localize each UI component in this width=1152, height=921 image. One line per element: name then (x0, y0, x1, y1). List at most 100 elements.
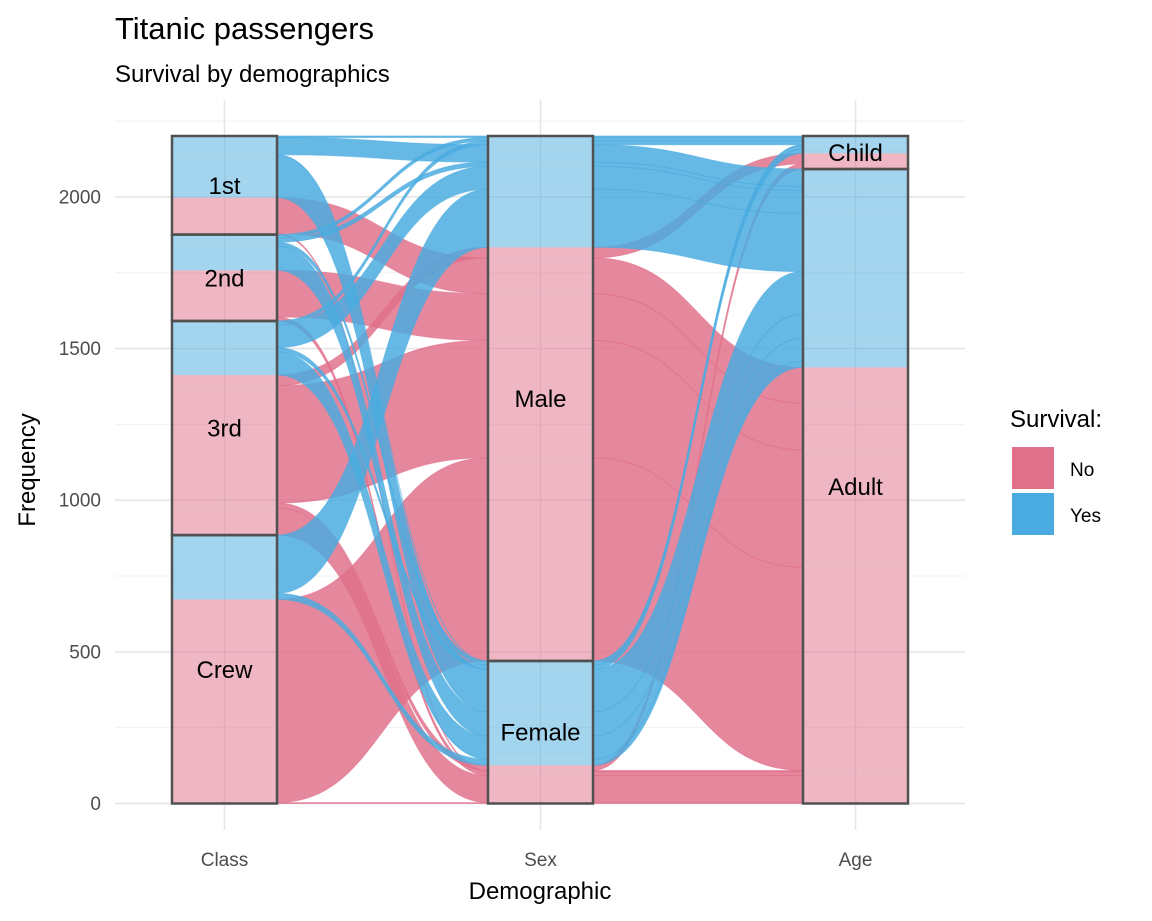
lode-sex-male-yes (488, 189, 593, 248)
lode-age-adult-yes (803, 169, 908, 187)
lode-age-adult-no (803, 770, 908, 772)
lode-age-adult-no (803, 771, 908, 776)
stratum-class-1st (170, 134, 279, 236)
stratum-label-layer: Crew 3rd 2nd 1st Female Male Adult Child (196, 140, 883, 747)
lode-age-adult-yes (803, 338, 908, 362)
lode-class-1st-yes (172, 155, 277, 198)
lode-sex-female-no (488, 770, 593, 772)
lode-age-adult-no (803, 403, 908, 450)
lode-sex-male-no (488, 340, 593, 458)
lode-age-adult-no (803, 775, 908, 803)
lode-class-crew-no (172, 599, 277, 803)
flow-layer (276, 135, 804, 805)
lode-age-child-yes (803, 149, 908, 154)
lode-sex-female-yes (488, 711, 593, 737)
flow-class-1st-to-sex-male-yes (276, 135, 489, 139)
lode-sex-female-no (488, 775, 593, 803)
flow-sex-female-to-age-adult-no (592, 771, 804, 777)
lode-class-2nd-no (172, 270, 277, 318)
lode-age-child-yes (803, 137, 908, 141)
flow-sex-male-to-age-child-yes (592, 137, 804, 142)
chart-subtitle: Survival by demographics (115, 61, 390, 88)
legend: Survival: No Yes (1010, 406, 1102, 535)
x-tick-label-age: Age (839, 850, 873, 871)
lode-class-3rd-yes (172, 351, 277, 375)
lode-class-crew-yes (172, 593, 277, 600)
lode-sex-female-no (488, 765, 593, 771)
lode-age-adult-yes (803, 190, 908, 214)
lode-sex-male-no (488, 247, 593, 258)
legend-key-yes (1012, 493, 1054, 535)
stratum-label-sex-female: Female (500, 720, 580, 747)
lode-class-3rd-no (172, 385, 277, 503)
x-tick-label-class: Class (201, 850, 249, 871)
lode-sex-male-yes (488, 144, 593, 163)
stratum-label-sex-male: Male (514, 386, 566, 413)
flow-class-crew-to-sex-female-no (276, 802, 489, 805)
lode-class-3rd-yes (172, 320, 277, 325)
lode-age-adult-yes (803, 314, 908, 339)
axis-layer: 0 500 1000 1500 2000 Class Sex Age (59, 187, 873, 871)
stratum-label-class-1st: 1st (208, 173, 240, 200)
flow-sex-male-to-age-child-yes (592, 140, 804, 146)
legend-key-no (1012, 447, 1054, 489)
stratum-age-child (801, 134, 910, 171)
chart-title: Titanic passengers (115, 11, 374, 46)
lode-age-adult-no (803, 367, 908, 404)
lode-class-1st-yes (172, 137, 277, 155)
lode-sex-female-yes (488, 736, 593, 760)
stratum-label-class-crew: Crew (196, 657, 253, 684)
lode-class-2nd-yes (172, 234, 277, 238)
flow-sex-female-to-age-adult-no (592, 775, 804, 804)
flow-sex-female-to-age-adult-no (592, 802, 804, 805)
lode-class-3rd-yes (172, 347, 277, 352)
lode-age-child-no (803, 153, 908, 164)
lode-class-3rd-no (172, 508, 277, 536)
y-tick-label: 500 (69, 642, 101, 663)
lode-class-3rd-yes (172, 324, 277, 348)
lode-sex-female-yes (488, 665, 593, 670)
lode-class-3rd-no (172, 502, 277, 509)
lode-age-adult-yes (803, 361, 908, 368)
lode-sex-female-yes (488, 669, 593, 712)
lode-age-adult-no (803, 449, 908, 568)
legend-title: Survival: (1010, 406, 1102, 433)
lode-sex-male-yes (488, 162, 593, 167)
lode-age-child-no (803, 163, 908, 170)
y-tick-label: 2000 (59, 187, 101, 208)
lode-age-adult-no (803, 567, 908, 771)
legend-label-no: No (1070, 460, 1094, 481)
lode-age-child-yes (803, 140, 908, 145)
stratum-layer (170, 134, 910, 805)
stratum-label-class-2nd: 2nd (204, 265, 244, 292)
lode-class-3rd-no (172, 374, 277, 386)
y-axis-title: Frequency (14, 413, 41, 526)
stratum-label-age-adult: Adult (828, 474, 883, 501)
lode-class-2nd-no (172, 317, 277, 321)
lode-age-child-yes (803, 145, 908, 150)
lode-class-1st-no (172, 197, 277, 234)
y-tick-label: 1500 (59, 339, 101, 360)
lode-sex-female-no (488, 771, 593, 776)
lode-sex-male-no (488, 293, 593, 341)
lode-sex-male-yes (488, 140, 593, 145)
lode-age-adult-yes (803, 213, 908, 272)
lode-age-adult-yes (803, 186, 908, 191)
lode-class-2nd-yes (172, 237, 277, 243)
lode-age-adult-yes (803, 271, 908, 315)
y-tick-label: 0 (90, 794, 101, 815)
lode-class-2nd-yes (172, 242, 277, 247)
stratum-label-class-3rd: 3rd (207, 416, 242, 443)
lode-sex-male-yes (488, 137, 593, 141)
y-tick-label: 1000 (59, 491, 101, 512)
legend-label-yes: Yes (1070, 506, 1101, 527)
x-tick-label-sex: Sex (524, 850, 557, 871)
lode-sex-female-yes (488, 661, 593, 666)
lode-sex-male-no (488, 457, 593, 661)
lode-class-2nd-yes (172, 246, 277, 271)
lode-sex-male-yes (488, 166, 593, 190)
lode-sex-male-no (488, 257, 593, 294)
lode-class-crew-yes (172, 535, 277, 594)
